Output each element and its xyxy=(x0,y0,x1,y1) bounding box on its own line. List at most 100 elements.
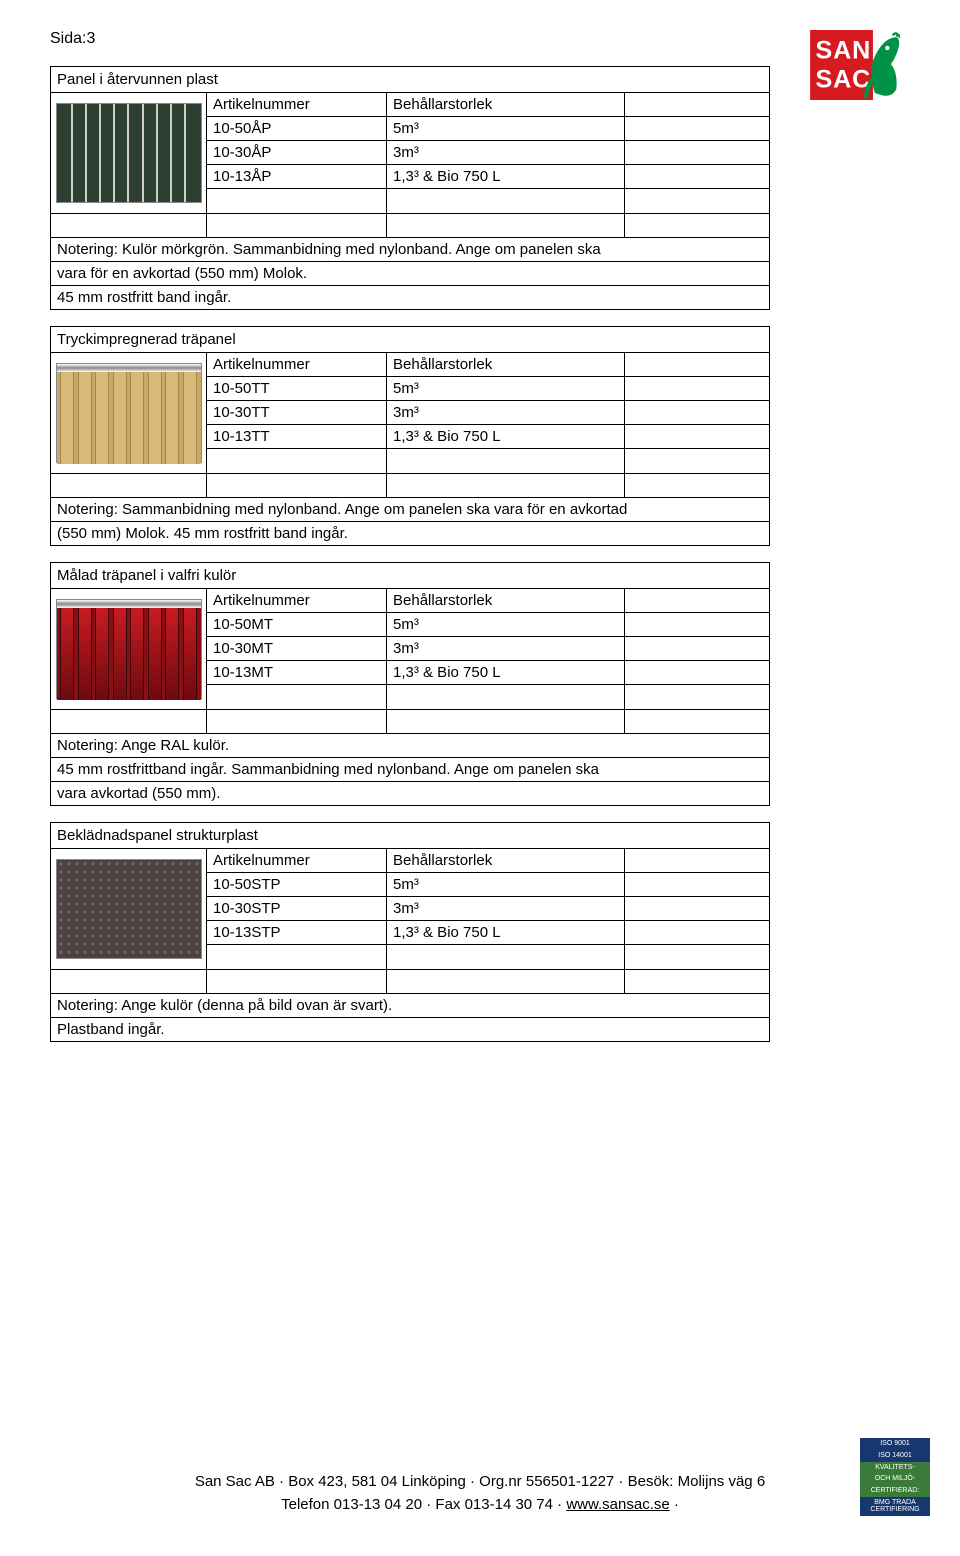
cell-empty xyxy=(51,214,207,237)
cell-size: 1,3³ & Bio 750 L xyxy=(387,661,625,684)
product-section: Beklädnadspanel strukturplastArtikelnumm… xyxy=(50,822,770,1042)
cell-empty xyxy=(625,661,769,684)
cell-artnr: 10-13MT xyxy=(207,661,387,684)
cell-empty xyxy=(387,189,625,213)
table-row: 10-13TT1,3³ & Bio 750 L xyxy=(207,425,769,449)
cell-size: 3m³ xyxy=(387,637,625,660)
table-row: 10-50STP5m³ xyxy=(207,873,769,897)
swatch-cell xyxy=(51,93,207,213)
cell-artnr: 10-13STP xyxy=(207,921,387,944)
cell-empty xyxy=(387,474,625,497)
material-swatch xyxy=(56,103,202,203)
swatch-cell xyxy=(51,849,207,969)
material-swatch xyxy=(56,859,202,959)
cell-empty xyxy=(207,474,387,497)
table-row: 10-13STP1,3³ & Bio 750 L xyxy=(207,921,769,945)
col-header-artnr: Artikelnummer xyxy=(207,849,387,872)
note-line: 45 mm rostfritt band ingår. xyxy=(51,286,769,309)
cell-size: 3m³ xyxy=(387,401,625,424)
col-header-size: Behållarstorlek xyxy=(387,849,625,872)
cell-size: 1,3³ & Bio 750 L xyxy=(387,165,625,188)
note-line: Notering: Ange RAL kulör. xyxy=(51,734,769,758)
col-empty xyxy=(625,93,769,116)
cell-empty xyxy=(625,401,769,424)
product-section: Målad träpanel i valfri kulörArtikelnumm… xyxy=(50,562,770,806)
cell-empty xyxy=(625,921,769,944)
col-header-size: Behållarstorlek xyxy=(387,353,625,376)
note-block: Notering: Sammanbidning med nylonband. A… xyxy=(51,498,769,545)
cell-empty xyxy=(625,474,769,497)
cell-size: 1,3³ & Bio 750 L xyxy=(387,425,625,448)
footer-line-2: Telefon 013-13 04 20 · Fax 013-14 30 74 … xyxy=(0,1494,960,1517)
section-title: Målad träpanel i valfri kulör xyxy=(51,563,769,589)
col-empty xyxy=(625,849,769,872)
cell-artnr: 10-13TT xyxy=(207,425,387,448)
cell-size: 5m³ xyxy=(387,613,625,636)
cert-line: BMG TRADA CERTIFIERING xyxy=(860,1497,930,1516)
note-line: Notering: Kulör mörkgrön. Sammanbidning … xyxy=(51,238,769,262)
table-row: 10-13ÅP1,3³ & Bio 750 L xyxy=(207,165,769,189)
page-number-label: Sida:3 xyxy=(50,30,890,48)
cert-line: ISO 14001 xyxy=(860,1450,930,1462)
cell-empty xyxy=(625,214,769,237)
cell-empty xyxy=(625,377,769,400)
col-header-artnr: Artikelnummer xyxy=(207,93,387,116)
brand-logo: SAN SAC xyxy=(810,30,900,104)
col-header-size: Behållarstorlek xyxy=(387,589,625,612)
certification-badge: ISO 9001ISO 14001KVALITETS-OCH MILJÖ-CER… xyxy=(860,1438,930,1516)
cell-artnr: 10-30MT xyxy=(207,637,387,660)
note-line: 45 mm rostfrittband ingår. Sammanbidning… xyxy=(51,758,769,782)
svg-text:SAC: SAC xyxy=(816,65,872,93)
cell-empty xyxy=(207,449,387,473)
cell-empty xyxy=(625,141,769,164)
note-block: Notering: Kulör mörkgrön. Sammanbidning … xyxy=(51,238,769,309)
cell-empty xyxy=(625,970,769,993)
col-header-artnr: Artikelnummer xyxy=(207,589,387,612)
cert-line: ISO 9001 xyxy=(860,1438,930,1450)
table-row: 10-30TT3m³ xyxy=(207,401,769,425)
cell-empty xyxy=(207,685,387,709)
cell-empty xyxy=(625,685,769,709)
product-section: Tryckimpregnerad träpanelArtikelnummerBe… xyxy=(50,326,770,546)
swatch-cell xyxy=(51,589,207,709)
cell-size: 3m³ xyxy=(387,141,625,164)
cell-empty xyxy=(387,945,625,969)
cell-empty xyxy=(51,970,207,993)
cell-artnr: 10-50TT xyxy=(207,377,387,400)
cell-empty xyxy=(625,425,769,448)
cell-empty xyxy=(207,214,387,237)
col-header-artnr: Artikelnummer xyxy=(207,353,387,376)
note-block: Notering: Ange kulör (denna på bild ovan… xyxy=(51,994,769,1041)
cell-artnr: 10-50STP xyxy=(207,873,387,896)
section-title: Panel i återvunnen plast xyxy=(51,67,769,93)
table-row: 10-30STP3m³ xyxy=(207,897,769,921)
col-empty xyxy=(625,589,769,612)
col-header-size: Behållarstorlek xyxy=(387,93,625,116)
cell-empty xyxy=(625,189,769,213)
cert-line: OCH MILJÖ- xyxy=(860,1473,930,1485)
footer-website-link[interactable]: www.sansac.se xyxy=(566,1496,669,1513)
cell-empty xyxy=(387,710,625,733)
table-row: 10-30MT3m³ xyxy=(207,637,769,661)
note-line: Notering: Sammanbidning med nylonband. A… xyxy=(51,498,769,522)
cert-line: KVALITETS- xyxy=(860,1462,930,1474)
note-line: vara för en avkortad (550 mm) Molok. xyxy=(51,262,769,286)
cell-empty xyxy=(625,945,769,969)
cell-artnr: 10-30ÅP xyxy=(207,141,387,164)
cell-empty xyxy=(51,474,207,497)
cell-artnr: 10-13ÅP xyxy=(207,165,387,188)
cell-artnr: 10-50ÅP xyxy=(207,117,387,140)
page-footer: San Sac AB · Box 423, 581 04 Linköping ·… xyxy=(0,1471,960,1516)
cell-empty xyxy=(625,613,769,636)
table-row: 10-50TT5m³ xyxy=(207,377,769,401)
cell-size: 5m³ xyxy=(387,873,625,896)
swatch-cell xyxy=(51,353,207,473)
cell-empty xyxy=(625,449,769,473)
cell-empty xyxy=(625,710,769,733)
cell-artnr: 10-30STP xyxy=(207,897,387,920)
footer-line-1: San Sac AB · Box 423, 581 04 Linköping ·… xyxy=(0,1471,960,1494)
cell-empty xyxy=(51,710,207,733)
cell-empty xyxy=(207,710,387,733)
cell-empty xyxy=(207,945,387,969)
cell-empty xyxy=(207,189,387,213)
